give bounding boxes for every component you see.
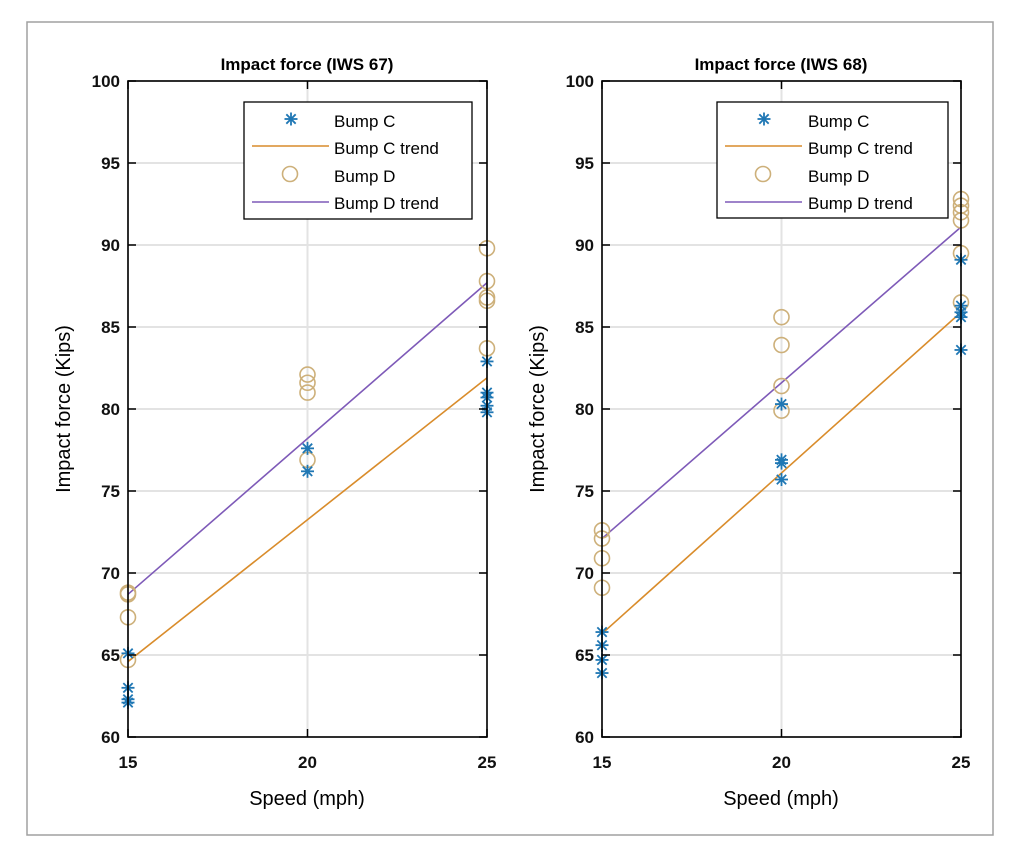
y-tick-label: 85	[575, 318, 594, 337]
bump-c-point	[775, 397, 788, 411]
asterisk-icon	[284, 112, 298, 126]
y-tick-label: 90	[575, 236, 594, 255]
x-tick-label: 20	[298, 753, 317, 772]
axes-box	[127, 80, 488, 738]
y-axis-label: Impact force (Kips)	[527, 325, 549, 493]
y-axis-label: Impact force (Kips)	[53, 325, 75, 493]
circle-icon	[281, 165, 299, 183]
chart-title: Impact force (IWS 68)	[695, 55, 868, 74]
y-tick-label: 90	[101, 236, 120, 255]
y-tick-label: 85	[101, 318, 120, 337]
y-tick-label: 65	[575, 646, 594, 665]
x-tick-label: 15	[119, 753, 138, 772]
bump-c-point	[775, 473, 788, 487]
legend-label-bump-c-trend: Bump C trend	[334, 139, 439, 158]
x-axis-label: Speed (mph)	[249, 788, 365, 810]
legend-label-bump-d-trend: Bump D trend	[334, 194, 439, 213]
y-tick-label: 65	[101, 646, 120, 665]
x-tick-label: 20	[772, 753, 791, 772]
x-tick-label: 25	[478, 753, 497, 772]
bump-d-point	[299, 366, 316, 383]
y-tick-label: 80	[575, 400, 594, 419]
x-tick-label: 15	[593, 753, 612, 772]
bump-d-point	[299, 384, 316, 401]
legend-label-bump-c: Bump C	[808, 112, 869, 131]
legend: Bump C Bump C trend Bump D Bump D trend	[716, 101, 949, 219]
bump-d-point	[773, 336, 790, 354]
axes-box	[601, 80, 962, 738]
bump-c-point	[775, 456, 788, 470]
bump-d-point	[773, 308, 790, 326]
bump-c-trend-line	[601, 311, 962, 635]
y-tick-label: 70	[575, 564, 594, 583]
bump-d-point	[299, 374, 316, 392]
y-tick-label: 100	[92, 72, 120, 91]
y-tick-label: 95	[575, 154, 594, 173]
legend-box	[243, 101, 473, 220]
x-tick-label: 25	[952, 753, 971, 772]
legend: Bump C Bump C trend Bump D Bump D trend	[243, 101, 473, 220]
y-tick-label: 95	[101, 154, 120, 173]
legend-box	[716, 101, 949, 219]
y-tick-label: 60	[575, 728, 594, 747]
legend-label-bump-d-trend: Bump D trend	[808, 194, 913, 213]
legend-label-bump-c-trend: Bump C trend	[808, 139, 913, 158]
y-tick-label: 80	[101, 400, 120, 419]
y-tick-label: 70	[101, 564, 120, 583]
chart-title: Impact force (IWS 67)	[221, 55, 394, 74]
legend-label-bump-d: Bump D	[808, 167, 869, 186]
bump-d-trend-line	[127, 282, 488, 595]
y-tick-label: 75	[101, 482, 120, 501]
legend-label-bump-c: Bump C	[334, 112, 395, 131]
y-tick-label: 100	[566, 72, 594, 91]
bump-c-point	[301, 441, 314, 455]
plot-iws-68: Impact force (IWS 68) Speed (mph) Impact…	[527, 55, 970, 810]
bump-c-point	[301, 464, 314, 478]
plot-iws-67: Impact force (IWS 67) Speed (mph) Impact…	[53, 55, 496, 810]
legend-label-bump-d: Bump D	[334, 167, 395, 186]
asterisk-icon	[757, 112, 771, 126]
circle-icon	[754, 165, 772, 183]
bump-c-trend-line	[127, 377, 488, 663]
bump-d-point	[773, 377, 790, 395]
x-axis-label: Speed (mph)	[723, 788, 839, 810]
y-tick-label: 75	[575, 482, 594, 501]
y-tick-label: 60	[101, 728, 120, 747]
bump-d-trend-line	[601, 226, 962, 540]
